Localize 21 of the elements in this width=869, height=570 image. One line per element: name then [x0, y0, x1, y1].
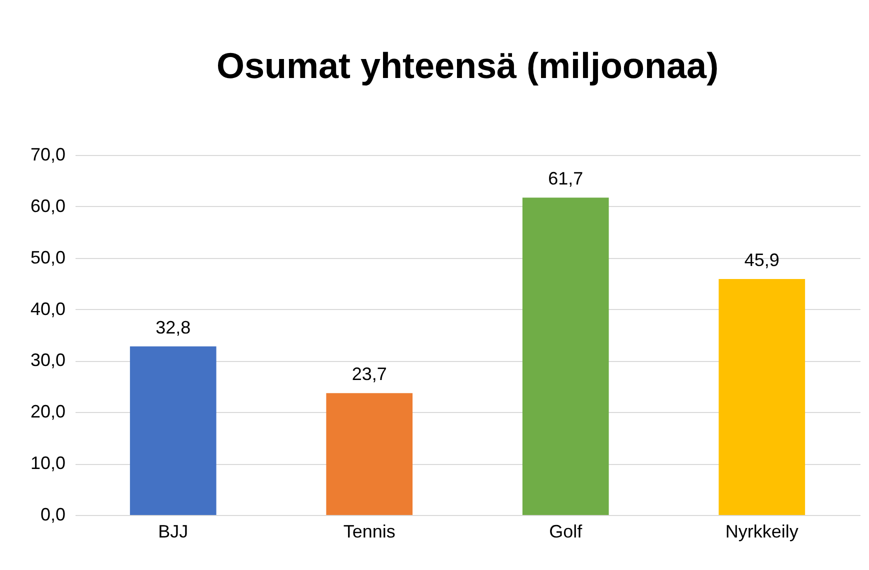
y-tick-label: 10,0 — [30, 453, 66, 474]
bar — [718, 278, 806, 515]
y-tick-label: 40,0 — [30, 298, 66, 319]
data-label: 23,7 — [352, 364, 387, 384]
x-tick-label: Tennis — [343, 522, 396, 542]
data-label: 32,8 — [156, 317, 191, 338]
x-tick-label: Golf — [549, 522, 584, 542]
y-tick-label: 50,0 — [30, 247, 66, 268]
x-tick-label: BJJ — [158, 522, 188, 542]
chart-title: Osumat yhteensä (miljoonaa) — [216, 45, 719, 86]
y-tick-label: 70,0 — [30, 144, 66, 164]
x-tick-label: Nyrkkeily — [725, 522, 798, 542]
data-label: 45,9 — [744, 250, 780, 270]
y-tick-label: 30,0 — [30, 350, 66, 370]
y-tick-label: 60,0 — [30, 196, 66, 216]
bar — [130, 346, 216, 515]
bar — [522, 198, 609, 515]
data-label: 61,7 — [548, 168, 584, 189]
y-tick-label: 20,0 — [30, 402, 66, 422]
y-tick-label: 0,0 — [40, 504, 66, 524]
bar — [326, 393, 413, 515]
